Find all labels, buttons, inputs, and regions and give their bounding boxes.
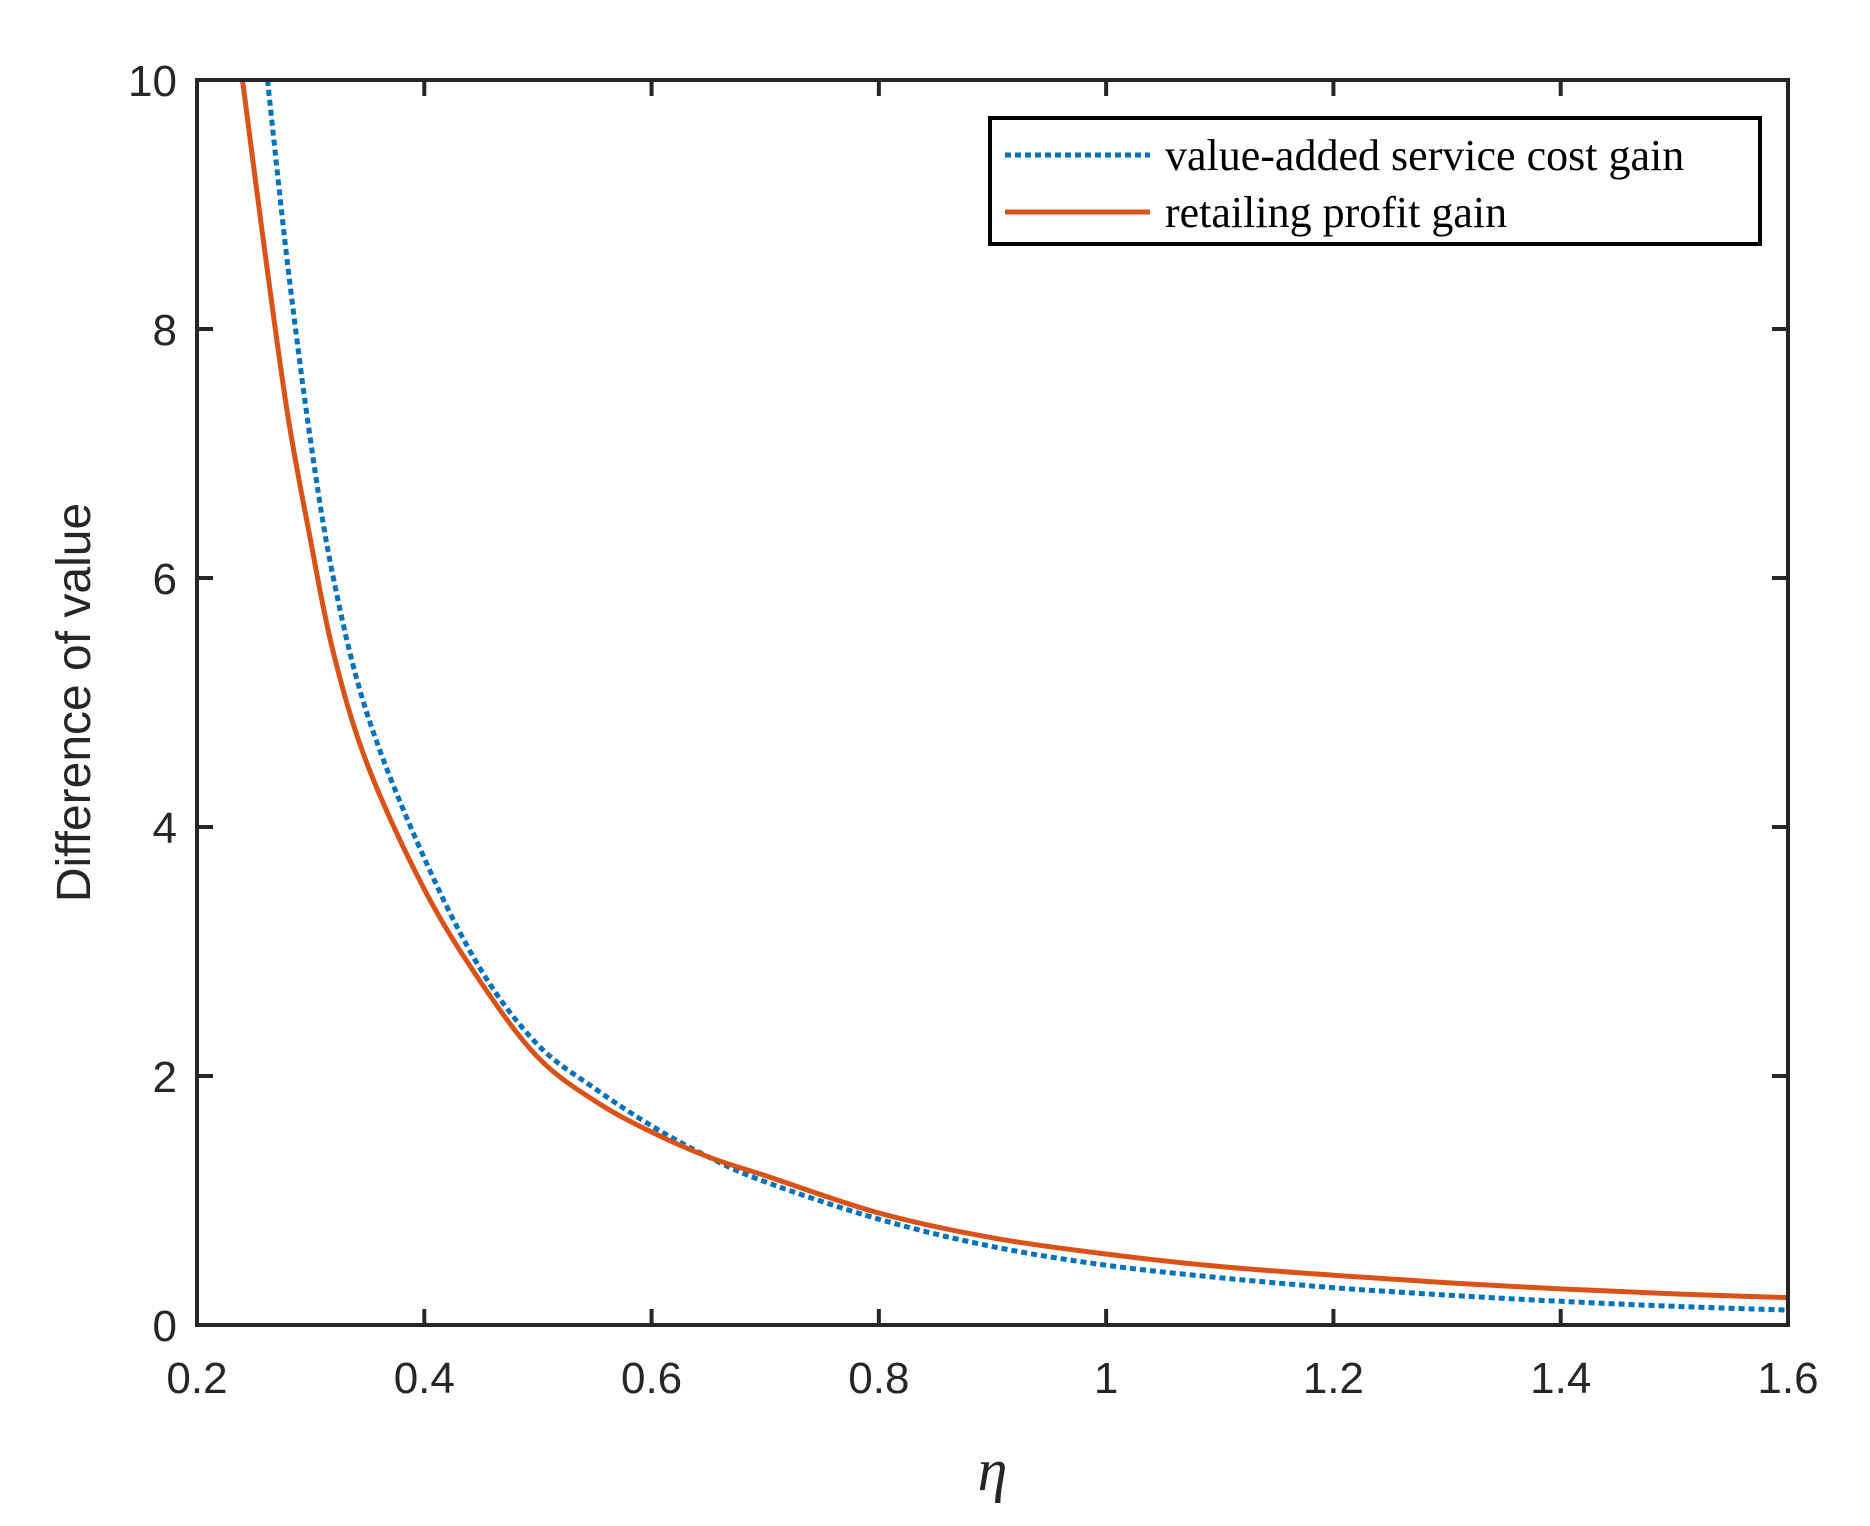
x-tick-label: 1.6: [1757, 1354, 1818, 1403]
x-axis-label: η: [978, 1437, 1008, 1503]
plot-area: [240, 80, 1788, 1313]
y-axis-label: Difference of value: [48, 503, 101, 902]
x-tick-label: 1: [1094, 1354, 1118, 1403]
y-tick-label: 2: [153, 1053, 177, 1102]
y-tick-label: 10: [128, 57, 177, 106]
series-line-retailing-profit-gain: [240, 80, 1788, 1301]
legend: value-added service cost gain retailing …: [988, 116, 1762, 246]
y-tick-label: 0: [153, 1302, 177, 1351]
legend-label-retailing: retailing profit gain: [1165, 188, 1507, 237]
y-tick-label: 8: [153, 306, 177, 355]
axis-ticks: 0.2 0.4 0.6 0.8 1 1.2 1.4 1.6 0 2 4 6 8 10: [128, 57, 1819, 1403]
x-tick-label: 0.8: [848, 1354, 909, 1403]
x-tick-label: 1.4: [1530, 1354, 1591, 1403]
x-tick-label: 1.2: [1303, 1354, 1364, 1403]
y-tick-label: 4: [153, 804, 177, 853]
x-tick-label: 0.2: [166, 1354, 227, 1403]
x-tick-label: 0.4: [394, 1354, 455, 1403]
x-tick-label: 0.6: [621, 1354, 682, 1403]
axes-box: [195, 78, 1790, 1327]
legend-box: [988, 116, 1762, 246]
legend-label-value-added: value-added service cost gain: [1165, 131, 1684, 180]
y-tick-label: 6: [153, 555, 177, 604]
